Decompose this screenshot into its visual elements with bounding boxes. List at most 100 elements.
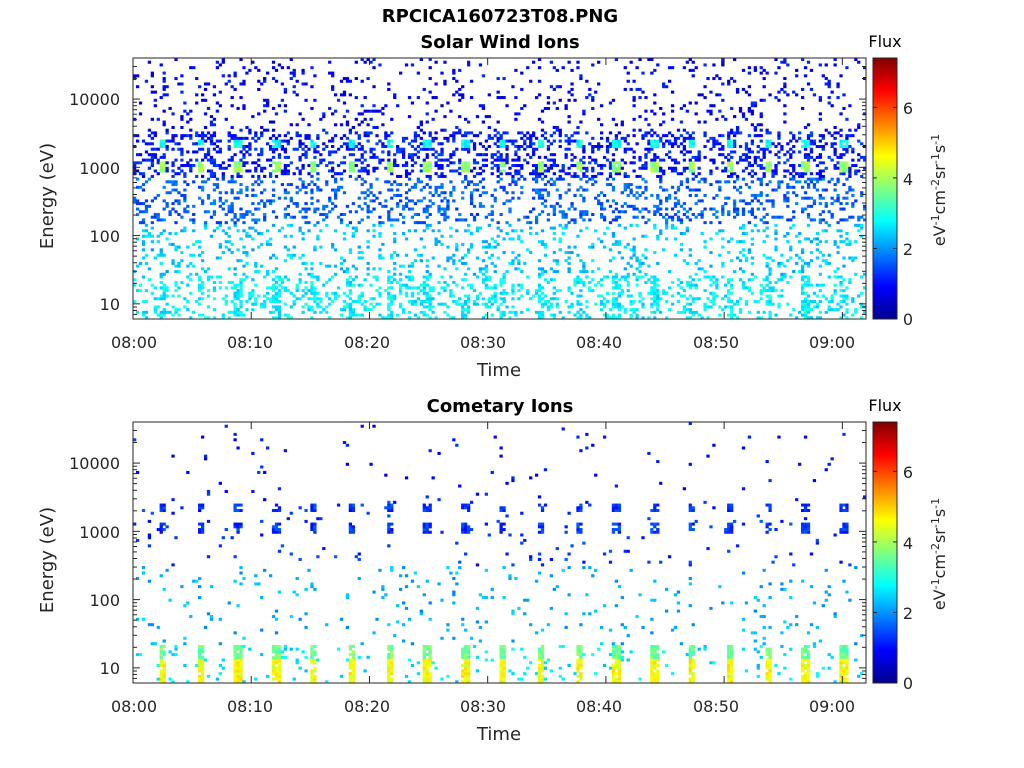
heatmap-cell — [286, 155, 290, 159]
heatmap-cell — [481, 316, 486, 320]
heatmap-cell — [254, 229, 258, 233]
heatmap-cell — [567, 207, 571, 211]
heatmap-cell — [694, 155, 698, 159]
heatmap-cell — [472, 174, 477, 178]
heatmap-cell — [478, 226, 483, 230]
heatmap-cell — [446, 199, 450, 203]
heatmap-cell — [304, 134, 308, 138]
heatmap-cell — [277, 310, 282, 314]
heatmap-cell — [396, 164, 400, 168]
heatmap-cell — [753, 68, 757, 72]
heatmap-cell — [806, 166, 811, 170]
heatmap-cell — [425, 294, 429, 298]
heatmap-cell — [765, 71, 769, 75]
heatmap-cell — [741, 112, 746, 116]
heatmap-cell — [842, 299, 846, 303]
heatmap-cell — [449, 161, 453, 165]
heatmap-cell — [860, 155, 864, 159]
heatmap-cell — [833, 199, 837, 203]
heatmap-cell — [322, 147, 326, 151]
heatmap-cell — [177, 308, 181, 312]
heatmap-cell — [623, 202, 627, 206]
heatmap-cell — [567, 251, 571, 255]
heatmap-cell — [239, 139, 243, 143]
heatmap-cell — [180, 117, 184, 121]
heatmap-cell — [768, 286, 772, 290]
heatmap-cell — [815, 248, 820, 252]
heatmap-cell — [428, 308, 432, 312]
heatmap-cell — [827, 299, 831, 303]
heatmap-cell — [289, 161, 293, 165]
heatmap-cell — [440, 142, 444, 146]
heatmap-cell — [665, 218, 669, 222]
heatmap-cell — [815, 177, 820, 181]
heatmap-cell — [552, 180, 556, 184]
heatmap-cell — [611, 313, 616, 317]
heatmap-cell — [260, 131, 264, 135]
colorbar-tick-label: 6 — [903, 99, 913, 118]
heatmap-cell — [464, 147, 468, 151]
heatmap-cell — [428, 164, 432, 168]
heatmap-cell — [458, 212, 462, 216]
heatmap-cell — [812, 218, 817, 222]
heatmap-cell — [818, 63, 822, 67]
heatmap-cell — [552, 286, 556, 290]
heatmap-cell — [141, 202, 146, 206]
heatmap-cell — [348, 142, 353, 146]
heatmap-cell — [162, 164, 166, 168]
heatmap-cell — [540, 202, 545, 206]
heatmap-cell — [449, 193, 453, 197]
heatmap-cell — [209, 134, 214, 138]
heatmap-cell — [342, 90, 347, 94]
heatmap-cell — [632, 245, 636, 249]
heatmap-cell — [842, 106, 846, 110]
heatmap-cell — [709, 172, 713, 176]
heatmap-cell — [585, 180, 589, 184]
heatmap-cell — [466, 223, 471, 227]
heatmap-cell — [673, 169, 678, 173]
heatmap-cell — [540, 172, 545, 176]
heatmap-cell — [845, 232, 849, 236]
heatmap-cell — [594, 161, 598, 165]
heatmap-cell — [372, 66, 376, 70]
heatmap-cell — [815, 232, 820, 236]
heatmap-cell — [582, 145, 586, 149]
heatmap-cell — [839, 305, 843, 309]
heatmap-cell — [254, 166, 258, 170]
heatmap-cell — [543, 299, 548, 303]
heatmap-cell — [236, 308, 240, 312]
heatmap-cell — [425, 204, 429, 208]
heatmap-cell — [529, 136, 533, 140]
heatmap-cell — [730, 313, 734, 317]
heatmap-cell — [629, 60, 633, 64]
heatmap-cell — [765, 193, 769, 197]
heatmap-cell — [410, 278, 415, 282]
heatmap-cell — [301, 153, 305, 157]
heatmap-cell — [203, 134, 208, 138]
heatmap-cell — [733, 172, 737, 176]
heatmap-cell — [591, 145, 595, 149]
heatmap-cell — [135, 310, 140, 314]
heatmap-cell — [404, 202, 409, 206]
heatmap-cell — [818, 218, 822, 222]
heatmap-cell — [304, 286, 308, 290]
heatmap-cell — [676, 202, 681, 206]
solar-wind-panel: Solar Wind Ions 10 100 1000 10000 08:00 … — [37, 32, 949, 381]
heatmap-cell — [464, 145, 468, 149]
heatmap-cell — [322, 212, 326, 216]
heatmap-cell — [567, 120, 571, 124]
heatmap-cell — [747, 93, 752, 97]
heatmap-cell — [863, 166, 867, 170]
heatmap-cell — [632, 98, 636, 102]
heatmap-cell — [682, 166, 687, 170]
heatmap-cell — [511, 191, 515, 195]
heatmap-cell — [662, 169, 666, 173]
heatmap-cell — [466, 294, 471, 298]
heatmap-cell — [251, 291, 255, 295]
heatmap-cell — [579, 142, 583, 146]
heatmap-cell — [747, 150, 752, 154]
heatmap-cell — [224, 82, 228, 86]
heatmap-cell — [390, 316, 394, 320]
heatmap-cell — [310, 191, 314, 195]
heatmap-cell — [218, 275, 222, 279]
